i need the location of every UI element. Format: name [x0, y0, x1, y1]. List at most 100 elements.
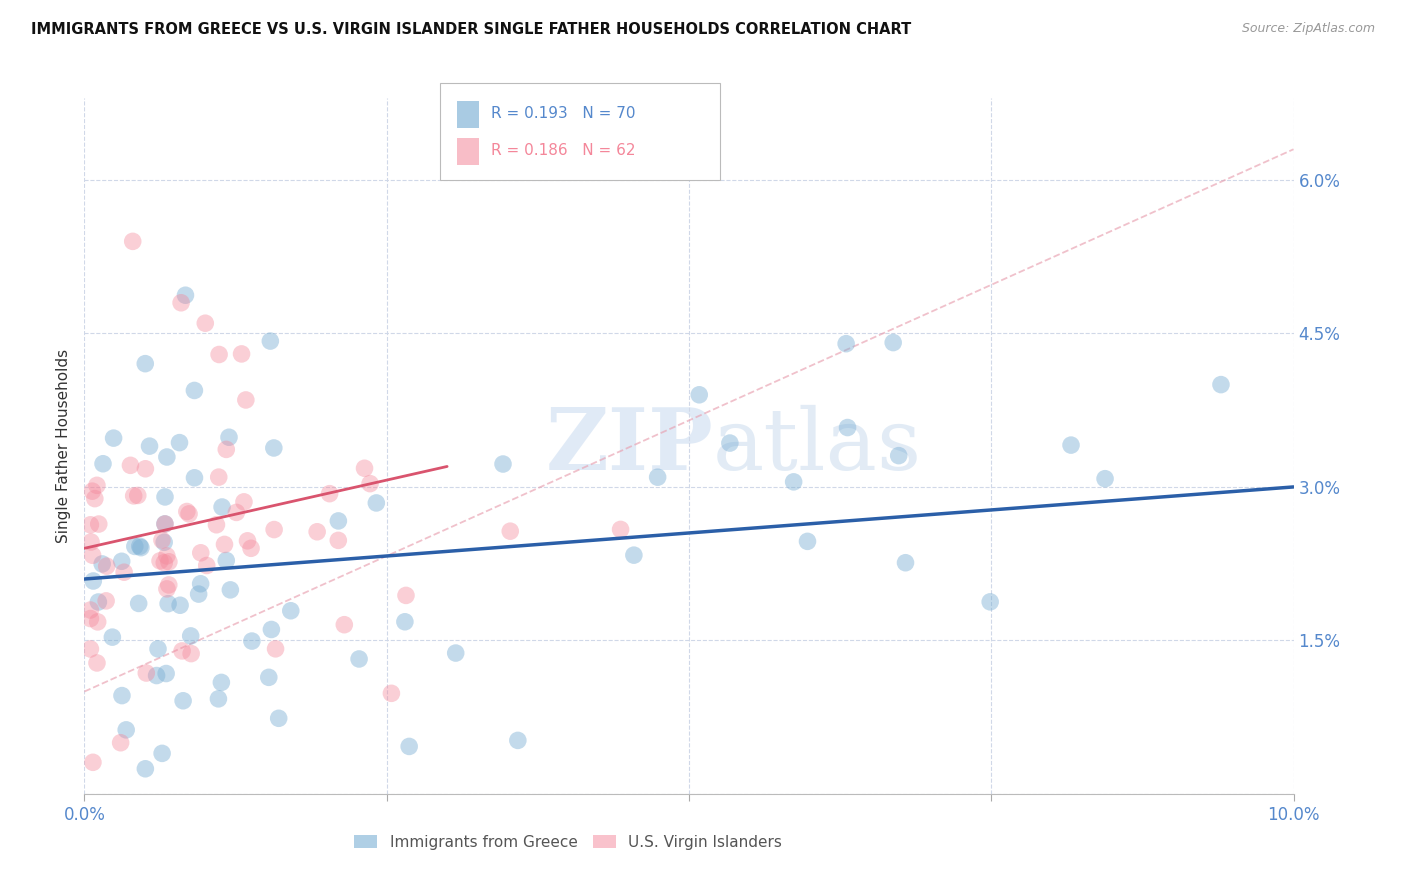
Point — [176, 504, 198, 518]
Point — [134, 762, 156, 776]
Point — [1209, 377, 1232, 392]
Point — [260, 623, 283, 637]
Point — [169, 599, 191, 613]
Point — [215, 553, 238, 567]
Point — [835, 336, 858, 351]
Point — [263, 441, 285, 455]
Point — [145, 668, 167, 682]
Point — [398, 739, 420, 754]
Point — [623, 548, 645, 562]
Point — [157, 578, 180, 592]
Point — [328, 533, 350, 548]
Point — [359, 476, 381, 491]
Point — [979, 595, 1001, 609]
Point — [80, 535, 103, 549]
Point — [444, 646, 467, 660]
Point — [180, 647, 202, 661]
Y-axis label: Single Father Households: Single Father Households — [56, 349, 72, 543]
Point — [124, 540, 146, 554]
Point — [1094, 472, 1116, 486]
Point — [233, 495, 256, 509]
Point — [122, 489, 145, 503]
Point — [225, 505, 247, 519]
Point — [91, 457, 114, 471]
Point — [138, 439, 160, 453]
Point — [79, 611, 101, 625]
Point — [231, 347, 253, 361]
Point — [174, 288, 197, 302]
Point — [153, 535, 176, 549]
Point — [219, 582, 242, 597]
Point — [87, 516, 110, 531]
Point — [146, 641, 169, 656]
Text: Source: ZipAtlas.com: Source: ZipAtlas.com — [1241, 22, 1375, 36]
Point — [127, 488, 149, 502]
Text: R = 0.193   N = 70: R = 0.193 N = 70 — [491, 106, 636, 120]
Point — [155, 666, 177, 681]
Point — [353, 461, 375, 475]
Point — [263, 523, 285, 537]
Point — [115, 723, 138, 737]
Point — [156, 549, 179, 563]
Point — [183, 384, 205, 398]
Point — [394, 615, 416, 629]
Point — [86, 478, 108, 492]
Point — [111, 554, 134, 568]
Point — [208, 470, 231, 484]
Point — [110, 736, 132, 750]
Point — [214, 537, 236, 551]
Point — [82, 484, 104, 499]
Point — [103, 431, 125, 445]
Point — [101, 630, 124, 644]
Point — [128, 539, 150, 553]
Point — [87, 595, 110, 609]
Point — [647, 470, 669, 484]
Point — [177, 507, 200, 521]
Point — [157, 555, 180, 569]
Point — [150, 747, 173, 761]
Point — [207, 691, 229, 706]
Point — [380, 686, 402, 700]
Point — [395, 589, 418, 603]
Point — [235, 392, 257, 407]
Point — [121, 235, 143, 249]
Point — [94, 594, 117, 608]
Point — [499, 524, 522, 538]
Point — [129, 541, 152, 555]
Point — [79, 517, 101, 532]
Point — [190, 576, 212, 591]
Legend: Immigrants from Greece, U.S. Virgin Islanders: Immigrants from Greece, U.S. Virgin Isla… — [349, 829, 787, 855]
Point — [718, 436, 741, 450]
Point — [156, 450, 179, 464]
Point — [82, 756, 104, 770]
Point — [149, 554, 172, 568]
Point — [796, 534, 818, 549]
Point — [153, 516, 176, 531]
Point — [1060, 438, 1083, 452]
Point — [134, 462, 156, 476]
Point — [183, 471, 205, 485]
Point — [215, 442, 238, 457]
Point — [172, 644, 194, 658]
Text: R = 0.186   N = 62: R = 0.186 N = 62 — [491, 144, 636, 158]
Point — [79, 603, 101, 617]
Point — [86, 656, 108, 670]
Point — [280, 604, 302, 618]
Point — [240, 634, 263, 648]
Point — [135, 666, 157, 681]
Point — [82, 549, 104, 563]
Point — [506, 733, 529, 747]
Point — [172, 694, 194, 708]
Point — [153, 516, 176, 531]
Point — [347, 652, 370, 666]
Point — [240, 541, 263, 556]
Point — [134, 357, 156, 371]
Point — [882, 335, 904, 350]
Point — [82, 574, 104, 588]
Point — [86, 615, 108, 629]
Point — [257, 670, 280, 684]
Point — [195, 558, 218, 573]
Point — [96, 559, 118, 574]
Text: IMMIGRANTS FROM GREECE VS U.S. VIRGIN ISLANDER SINGLE FATHER HOUSEHOLDS CORRELAT: IMMIGRANTS FROM GREECE VS U.S. VIRGIN IS… — [31, 22, 911, 37]
Point — [187, 587, 209, 601]
